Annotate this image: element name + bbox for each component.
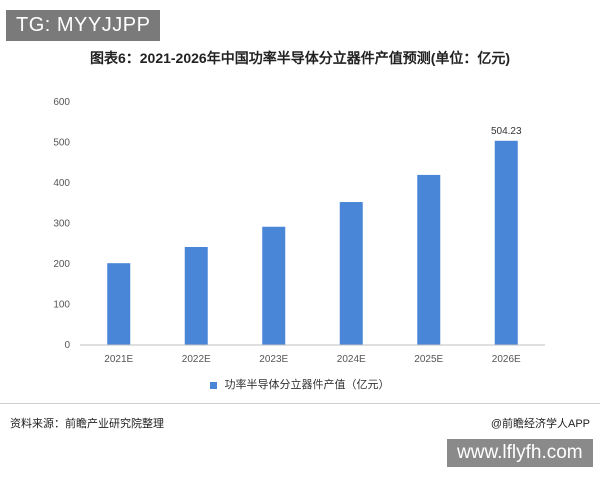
watermark-badge-top: TG: MYYJJPP [6, 10, 161, 41]
bar [339, 202, 363, 345]
bar [494, 140, 518, 345]
y-tick-label: 400 [53, 178, 70, 189]
y-tick-label: 300 [53, 219, 70, 230]
bars: 504.23 [107, 126, 522, 345]
chart-title: 图表6：2021-2026年中国功率半导体分立器件产值预测(单位：亿元) [89, 50, 511, 66]
source-note: 资料来源：前瞻产业研究院整理 [10, 418, 164, 430]
publisher-credit: @前瞻经济学人APP [490, 418, 590, 430]
legend-label: 功率半导体分立器件产值（亿元） [224, 379, 390, 391]
x-tick-label: 2024E [337, 354, 366, 365]
y-axis: 0 100 200 300 400 500 600 [53, 97, 70, 351]
x-tick-label: 2021E [104, 354, 133, 365]
x-tick-label: 2023E [259, 354, 288, 365]
bar [417, 174, 441, 345]
bar [184, 246, 208, 345]
y-tick-label: 500 [53, 138, 70, 149]
x-tick-label: 2022E [182, 354, 211, 365]
bar-data-label: 504.23 [491, 126, 522, 137]
x-axis: 2021E 2022E 2023E 2024E 2025E 2026E [80, 344, 545, 365]
legend-swatch [210, 381, 218, 389]
y-tick-label: 200 [53, 259, 70, 270]
chart-legend: 功率半导体分立器件产值（亿元） [0, 376, 600, 392]
y-tick-label: 100 [53, 300, 70, 311]
bar [262, 226, 286, 345]
x-tick-label: 2026E [492, 354, 521, 365]
y-tick-label: 600 [53, 97, 70, 108]
bar [107, 263, 131, 345]
watermark-badge-bottom: www.lflyfh.com [447, 439, 593, 467]
y-tick-label: 0 [64, 340, 70, 351]
divider [0, 403, 600, 404]
x-tick-label: 2025E [414, 354, 443, 365]
